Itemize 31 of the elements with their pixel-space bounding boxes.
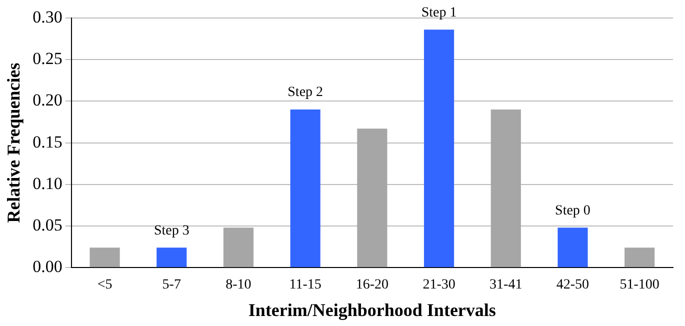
bar — [90, 248, 120, 268]
bar — [424, 30, 454, 268]
bar — [558, 228, 588, 268]
x-tick-label: 8-10 — [226, 278, 252, 293]
bar — [624, 248, 655, 268]
y-tick-label: 0.25 — [32, 49, 62, 68]
x-tick-label: 42-50 — [556, 278, 590, 293]
x-tick-label: 31-41 — [490, 278, 522, 293]
y-tick-label: 0.10 — [32, 174, 62, 193]
x-tick-label: 21-30 — [422, 278, 456, 293]
x-tick-label: 16-20 — [356, 278, 389, 293]
x-tick-label: 11-15 — [289, 278, 322, 293]
y-tick-label: 0.20 — [32, 90, 62, 110]
annotation: Step 0 — [555, 203, 590, 218]
bar — [357, 128, 388, 268]
annotation: Step 3 — [154, 223, 190, 238]
bar — [223, 228, 254, 268]
bar — [156, 248, 187, 268]
annotation: Step 1 — [421, 5, 457, 20]
y-tick-label: 0.00 — [32, 257, 62, 276]
y-tick-label: 0.05 — [32, 215, 62, 234]
bar — [490, 110, 521, 268]
x-tick-label: 51-100 — [620, 278, 660, 293]
x-axis-title: Interim/Neighborhood Intervals — [248, 300, 496, 320]
annotation: Step 2 — [288, 85, 324, 100]
bar — [290, 110, 320, 268]
y-tick-label: 0.15 — [32, 132, 62, 152]
x-tick-label: 5-7 — [162, 278, 181, 293]
y-axis-title: Relative Frequencies — [3, 62, 24, 223]
x-tick-label: <5 — [97, 278, 112, 293]
y-tick-label: 0.30 — [32, 7, 62, 26]
